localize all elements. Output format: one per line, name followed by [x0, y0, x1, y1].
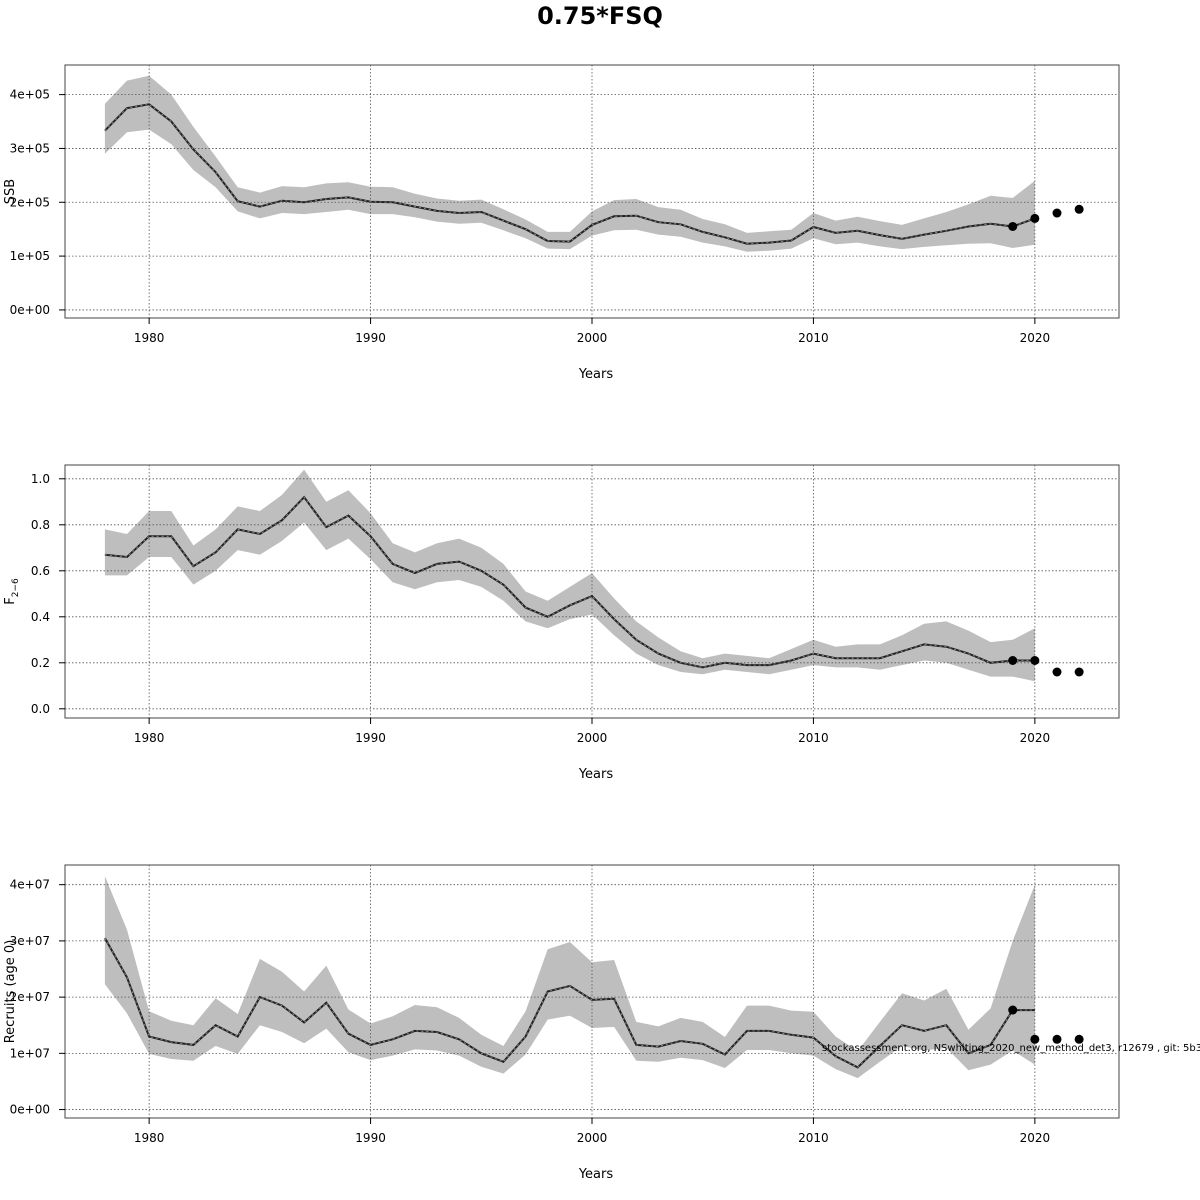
- x-tick-label: 2000: [577, 731, 608, 745]
- y-tick-label: 1.0: [31, 472, 50, 486]
- panels: 1980 1990 2000 2010 2020 0e+00 1e+05 2e+05 3e+05…: [3, 64, 1120, 1182]
- confidence-band: [104, 75, 1035, 252]
- y-axis-label: Recruits (age 0): [3, 940, 18, 1044]
- projection-point: [1052, 667, 1062, 677]
- y-tick-label: 0.8: [31, 518, 50, 532]
- y-tick-label: 0.4: [31, 610, 50, 624]
- y-axis-label: SSB: [3, 179, 18, 204]
- x-tick-label: 1980: [134, 331, 165, 345]
- y-tick-label: 0.0: [31, 702, 50, 716]
- y-tick-label: 0e+00: [10, 303, 50, 317]
- projection-point: [1052, 208, 1062, 218]
- y-tick-label: 1e+07: [10, 1046, 50, 1060]
- y-tick-label: 0.6: [31, 564, 50, 578]
- panel-3: 1980 1990 2000 2010 2020 0e+00 1e+07 2e+07 3e+07…: [3, 864, 1120, 1182]
- x-tick-label: 1990: [355, 331, 386, 345]
- estimate-line: [104, 103, 1036, 245]
- y-tick-label: 0.2: [31, 656, 50, 670]
- x-tick-label: 1990: [355, 1131, 386, 1145]
- projection-point: [1008, 656, 1018, 665]
- x-tick-label: 1990: [355, 731, 386, 745]
- x-tick-label: 1980: [134, 731, 165, 745]
- projection-point: [1074, 1034, 1084, 1044]
- y-tick-label: 2e+07: [10, 990, 50, 1004]
- x-tick-label: 2020: [1020, 731, 1051, 745]
- projection-point: [1030, 213, 1040, 223]
- y-axis-label-subscript: 2−6: [11, 578, 21, 597]
- chart-title: 0.75*FSQ: [537, 2, 663, 30]
- projection-point: [1030, 656, 1040, 665]
- panel-2: 1980 1990 2000 2010 2020 0.0 0.2 0.4 0.6 0.8 1.0 Ye…: [3, 464, 1120, 782]
- y-tick-label: 3e+07: [10, 934, 50, 948]
- y-tick-label: 4e+05: [10, 88, 50, 102]
- projection-point: [1052, 1034, 1062, 1044]
- x-tick-label: 2020: [1020, 331, 1051, 345]
- y-tick-label: 2e+05: [10, 195, 50, 209]
- x-tick-label: 2010: [798, 731, 829, 745]
- panel-1: 1980 1990 2000 2010 2020 0e+00 1e+05 2e+05 3e+05…: [3, 64, 1120, 382]
- projection-point: [1074, 204, 1084, 214]
- x-tick-label: 2010: [798, 1131, 829, 1145]
- projection-point: [1008, 1005, 1018, 1015]
- x-tick-label: 2010: [798, 331, 829, 345]
- projection-point: [1030, 1034, 1040, 1044]
- y-tick-label: 1e+05: [10, 249, 50, 263]
- y-tick-label: 4e+07: [10, 878, 50, 892]
- estimate-line-overlay: [104, 937, 1035, 1068]
- x-tick-label: 2000: [577, 1131, 608, 1145]
- estimate-line: [104, 495, 1035, 669]
- y-tick-label: 3e+05: [10, 141, 50, 155]
- footnote: stockassessment.org, NSwhiting_2020_new_…: [822, 1043, 1200, 1054]
- y-tick-label: 0e+00: [10, 1103, 50, 1117]
- confidence-band: [104, 469, 1035, 682]
- x-axis-label: Years: [578, 767, 614, 782]
- x-axis-label: Years: [578, 367, 614, 382]
- confidence-band: [104, 876, 1035, 1079]
- estimate-line-overlay: [104, 103, 1036, 245]
- x-tick-label: 1980: [134, 1131, 165, 1145]
- projection-point: [1008, 221, 1018, 231]
- x-tick-label: 2020: [1020, 1131, 1051, 1145]
- y-axis-label: F2−6: [3, 578, 21, 605]
- x-axis-label: Years: [578, 1167, 614, 1182]
- x-tick-label: 2000: [577, 331, 608, 345]
- projection-point: [1074, 667, 1084, 677]
